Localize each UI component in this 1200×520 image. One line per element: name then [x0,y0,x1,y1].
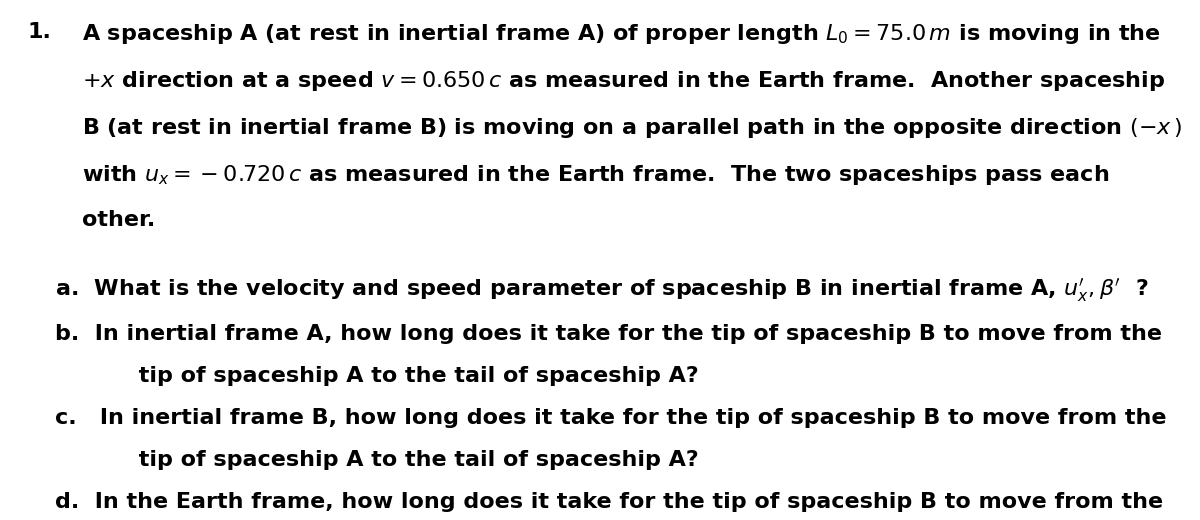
Text: other.: other. [82,210,155,230]
Text: tip of spaceship A to the tail of spaceship A?: tip of spaceship A to the tail of spaces… [100,450,698,470]
Text: d.  In the Earth frame, how long does it take for the tip of spaceship B to move: d. In the Earth frame, how long does it … [55,492,1163,512]
Text: with $u_x = -0.720\,c$ as measured in the Earth frame.  The two spaceships pass : with $u_x = -0.720\,c$ as measured in th… [82,163,1109,187]
Text: b.  In inertial frame A, how long does it take for the tip of spaceship B to mov: b. In inertial frame A, how long does it… [55,324,1162,344]
Text: A spaceship A (at rest in inertial frame A) of proper length $L_0 = 75.0\,m$ is : A spaceship A (at rest in inertial frame… [82,22,1160,46]
Text: c.   In inertial frame B, how long does it take for the tip of spaceship B to mo: c. In inertial frame B, how long does it… [55,408,1166,428]
Text: $+x$ direction at a speed $v = 0.650\,c$ as measured in the Earth frame.  Anothe: $+x$ direction at a speed $v = 0.650\,c$… [82,69,1165,93]
Text: B (at rest in inertial frame B) is moving on a parallel path in the opposite dir: B (at rest in inertial frame B) is movin… [82,116,1182,140]
Text: 1.: 1. [28,22,52,42]
Text: tip of spaceship A to the tail of spaceship A?: tip of spaceship A to the tail of spaces… [100,366,698,386]
Text: a.  What is the velocity and speed parameter of spaceship B in inertial frame A,: a. What is the velocity and speed parame… [55,277,1148,305]
